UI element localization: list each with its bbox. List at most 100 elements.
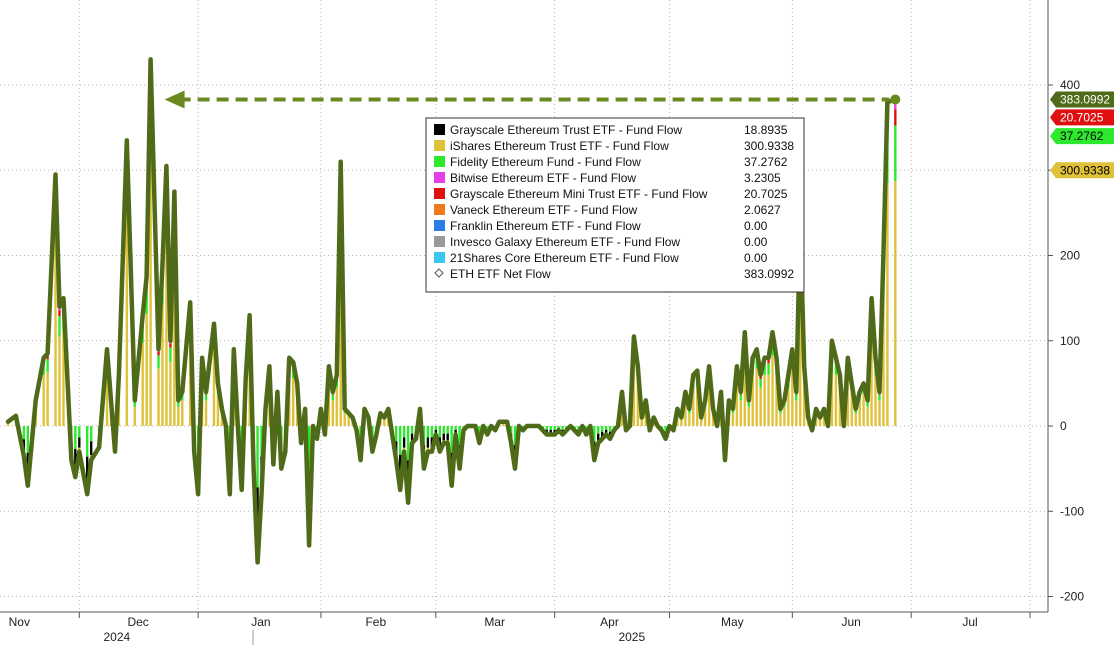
bar-segment [86,456,89,484]
bar-segment [759,376,762,379]
legend-value: 0.00 [744,235,768,249]
bar-segment [692,387,695,426]
x-tick-label: Jul [962,615,977,629]
bar-segment [549,429,552,434]
x-tick-label: Dec [127,615,148,629]
bar-segment [478,426,481,434]
bar-segment [759,378,762,388]
value-tag-bg [1050,91,1114,108]
bar-segment [866,406,869,426]
net-flow-line [5,57,898,565]
bar-segment [775,374,778,426]
bar-segment [870,330,873,426]
bar-segment [446,433,449,441]
bar-segment [343,413,346,426]
bar-segment [169,347,172,363]
bar-segment [747,402,750,407]
bar-segment [177,402,180,407]
bar-segment [54,237,57,426]
bar-segment [89,426,93,442]
y-tick-label: 0 [1060,419,1067,433]
bar-segment [307,426,311,480]
bar-segment [664,426,667,432]
bar-segment [426,426,430,438]
value-tag: 20.7025 [1050,109,1114,126]
value-tag: 37.2762 [1050,128,1114,145]
bar-segment [862,394,865,426]
line-layer [5,57,901,565]
legend-swatch [434,204,445,215]
bar-segment [450,426,453,453]
bar-segment [739,394,743,401]
bar-segment [22,426,26,440]
x-tick-label: Mar [484,615,505,629]
bar-segment [509,426,513,434]
bar-segment [763,374,766,426]
bar-segment [549,426,552,430]
bar-segment [700,419,703,426]
bar-segment [878,400,881,426]
legend-swatch [434,236,445,247]
bar-segment [173,250,176,426]
legend-label: Grayscale Ethereum Trust ETF - Fund Flow [450,123,682,137]
arrow-head [164,90,185,109]
bar-segment [181,394,184,401]
bar-segment [46,359,49,372]
bar-segment [383,419,386,426]
bar-segment [763,363,766,375]
legend-swatch [434,156,445,167]
bar-segment [371,426,374,438]
bar-segment [878,394,881,401]
bar-segment [78,437,81,448]
bar-segment [604,429,608,434]
legend-label: Bitwise Ethereum ETF - Fund Flow [450,171,636,185]
bar-segment [545,426,548,430]
bar-segment [747,406,750,426]
bar-segment [577,426,580,430]
bar-segment [743,355,746,426]
x-tick-label: Apr [600,615,619,629]
value-tag-bg [1050,128,1114,145]
bar-segment [434,426,438,430]
net-flow-last-point [890,94,901,105]
bar-segment [795,400,798,426]
bar-segment [216,394,220,426]
legend-label: Grayscale Ethereum Mini Trust ETF - Fund… [450,187,708,201]
bar-segment [165,230,168,426]
bar-segment [149,151,152,426]
bar-segment [78,426,81,438]
legend-swatch [434,220,445,231]
tags-layer: 383.0992 20.7025 37.2762 300.9338 [1050,91,1114,179]
bar-segment [177,406,180,426]
bar-segment [771,339,774,356]
bar-segment [600,426,604,432]
legend-swatch [434,188,445,199]
bar-segment [557,426,560,428]
bar-segment [779,413,782,426]
bar-segment [442,433,445,441]
bar-segment [446,426,449,434]
bar-segment [410,433,414,441]
bar-segment [86,426,89,457]
legend-swatch [434,140,445,151]
bar-segment [256,426,259,488]
bar-segment [688,413,691,426]
bar-segment [169,343,172,348]
bar-segment [632,358,636,426]
bar-segment [458,426,461,446]
bar-segment [406,426,410,461]
x-year-label: 2025 [618,630,645,644]
bar-segment [830,362,834,426]
bar-segment [347,416,350,426]
bar-segment [145,314,148,426]
bar-segment [854,410,857,414]
bar-segment [58,336,61,426]
legend-label: ETH ETF Net Flow [450,267,551,281]
x-tick-label: Feb [365,615,386,629]
bar-segment [141,342,144,426]
x-tick-label: Nov [9,615,30,629]
bar-segment [759,387,762,426]
bar-segment [731,413,735,426]
bar-segment [640,419,643,426]
bar-segment [169,362,172,426]
